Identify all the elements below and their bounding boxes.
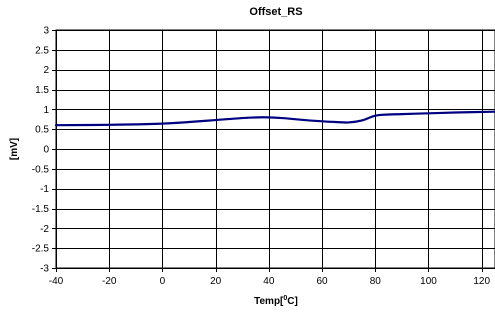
x-axis-label-main: Temp[	[254, 296, 284, 307]
y-axis-label: [mV]	[9, 138, 20, 160]
y-tick-label: -3	[40, 264, 49, 275]
x-tick-label: -40	[49, 276, 64, 287]
x-axis-ticks: -40 -20 0 20 40 60 80 100 120	[49, 268, 490, 287]
x-axis-label-tail: C]	[287, 296, 298, 307]
grid	[56, 30, 495, 269]
x-tick-label: 80	[370, 276, 382, 287]
x-tick-label: 60	[316, 276, 328, 287]
y-tick-label: 0	[43, 145, 49, 156]
y-tick-label: -0.5	[32, 164, 50, 175]
y-tick-label: 1.5	[35, 85, 49, 96]
chart-title: Offset_RS	[249, 6, 302, 18]
y-axis-ticks: 3 2.5 2 1.5 1 0.5 0 -0.5 -1 -1.5 -2 -2.5 -3	[32, 26, 56, 275]
y-tick-label: -1.5	[32, 204, 50, 215]
y-tick-label: 1	[43, 105, 49, 116]
y-tick-label: 2.5	[35, 45, 49, 56]
y-tick-label: -2.5	[32, 244, 50, 255]
y-tick-label: 3	[43, 26, 49, 37]
x-tick-label: 0	[160, 276, 166, 287]
y-tick-label: -2	[40, 224, 49, 235]
series-line	[54, 110, 495, 127]
x-tick-label: 40	[263, 276, 275, 287]
x-tick-label: 100	[420, 276, 437, 287]
x-tick-label: 120	[473, 276, 490, 287]
x-axis-label: Temp[0C]	[254, 295, 298, 307]
y-tick-label: -1	[40, 184, 49, 195]
x-axis-label-superscript: 0	[283, 295, 287, 302]
x-tick-label: 20	[210, 276, 222, 287]
x-tick-label: -20	[102, 276, 117, 287]
y-tick-label: 0.5	[35, 125, 49, 136]
y-tick-label: 2	[43, 65, 49, 76]
